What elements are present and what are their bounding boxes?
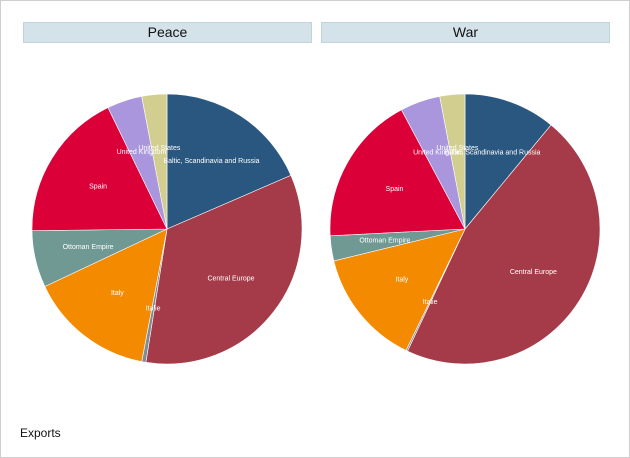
slice-label-united-kingdom: United Kingdom bbox=[117, 149, 167, 156]
pie-slice-central-europe bbox=[145, 174, 303, 365]
slice-label-baltic-scandinavia-and-russia: Baltic, Scandinavia and Russia bbox=[444, 150, 540, 157]
slice-label-united-kingdom: United Kingdom bbox=[413, 149, 463, 156]
slice-label-spain: Spain bbox=[386, 186, 404, 193]
panel-title-peace: Peace bbox=[23, 22, 312, 43]
panel-title-war: War bbox=[321, 22, 610, 43]
pie-slice-united-states bbox=[141, 93, 168, 230]
slice-label-spain: Spain bbox=[89, 183, 107, 190]
pie-slice-central-europe bbox=[407, 124, 601, 365]
slice-label-italie: Italie bbox=[146, 306, 161, 313]
slice-label-italy: Italy bbox=[111, 290, 124, 297]
slice-label-united-states: United States bbox=[436, 145, 479, 152]
pie-slice-baltic-scandinavia-and-russia bbox=[464, 93, 552, 230]
slice-label-central-europe: Central Europe bbox=[510, 269, 557, 276]
slice-label-italy: Italy bbox=[395, 277, 408, 284]
pie-slice-spain bbox=[31, 107, 168, 231]
pie-slice-baltic-scandinavia-and-russia bbox=[166, 93, 292, 230]
pie-slice-united-states bbox=[439, 93, 466, 230]
slice-label-central-europe: Central Europe bbox=[207, 275, 254, 282]
slice-label-ottoman-empire: Ottoman Empire bbox=[359, 238, 410, 245]
slice-label-united-states: United States bbox=[138, 145, 181, 152]
slice-label-baltic-scandinavia-and-russia: Baltic, Scandinavia and Russia bbox=[163, 158, 259, 165]
pie-slice-italy bbox=[44, 228, 168, 362]
legend-caption: Exports bbox=[20, 426, 61, 440]
slice-label-ottoman-empire: Ottoman Empire bbox=[63, 244, 114, 251]
pie-slice-italy bbox=[333, 228, 466, 351]
pie-slice-spain bbox=[329, 109, 466, 237]
slice-label-italie: Italie bbox=[423, 299, 438, 306]
